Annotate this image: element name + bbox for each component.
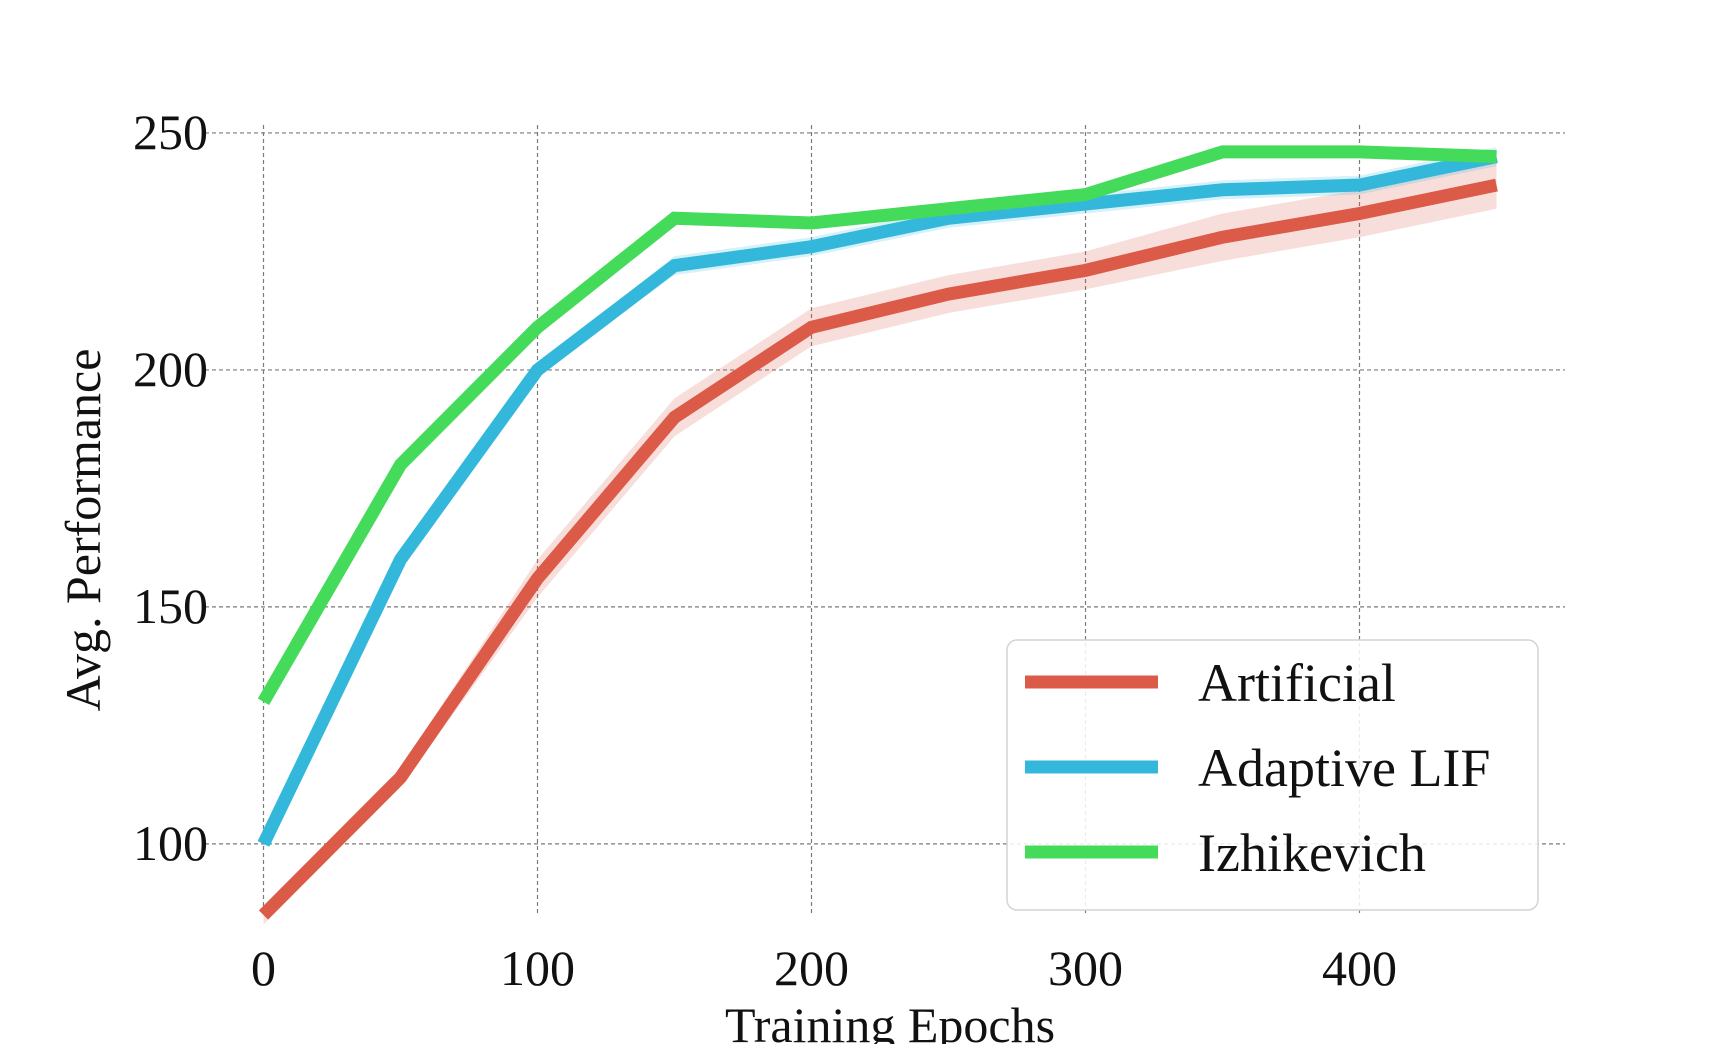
series-lines bbox=[257, 145, 1498, 920]
y-axis-label: Avg. Performance bbox=[55, 349, 111, 712]
series-line-artificial bbox=[258, 178, 1498, 920]
x-tick-label: 300 bbox=[1048, 940, 1123, 996]
y-tick-label: 150 bbox=[133, 578, 208, 634]
legend-entry-label: Adaptive LIF bbox=[1198, 738, 1490, 798]
legend-box bbox=[1006, 639, 1539, 911]
y-tick-label: 100 bbox=[133, 815, 208, 871]
tick-labels: 0 100 200 300 400 100 150 200 250 bbox=[133, 104, 1397, 996]
series-line-adaptive-lif bbox=[257, 150, 1498, 847]
series-line-izhikevich bbox=[257, 145, 1497, 705]
y-tick-label: 250 bbox=[133, 104, 208, 160]
y-tick-label: 200 bbox=[133, 341, 208, 397]
x-tick-label: 100 bbox=[500, 940, 575, 996]
legend-entry-label: Izhikevich bbox=[1198, 823, 1426, 883]
legend-entry-label: Artificial bbox=[1198, 653, 1396, 713]
x-tick-label: 400 bbox=[1322, 940, 1397, 996]
legend: Artificial Adaptive LIF Izhikevich bbox=[1006, 639, 1539, 911]
x-tick-label: 0 bbox=[251, 940, 276, 996]
x-axis-label: Training Epochs bbox=[725, 997, 1055, 1044]
x-tick-label: 200 bbox=[774, 940, 849, 996]
